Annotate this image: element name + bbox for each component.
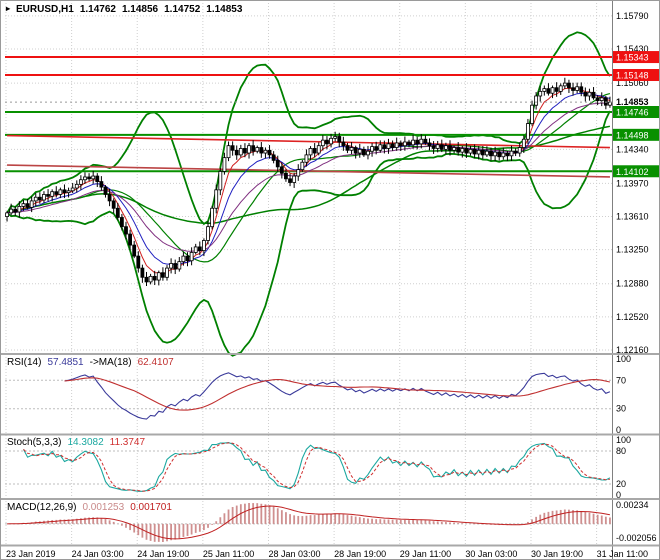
svg-text:31 Jan 11:00: 31 Jan 11:00 xyxy=(597,549,648,559)
svg-text:80: 80 xyxy=(616,446,626,456)
candlestick-series xyxy=(5,77,612,286)
price-level-badge[interactable]: 1.14498 xyxy=(613,128,660,141)
svg-text:-0.002056: -0.002056 xyxy=(616,533,657,543)
svg-text:20: 20 xyxy=(616,479,626,489)
svg-text:1.13250: 1.13250 xyxy=(616,245,649,255)
sma-long-line xyxy=(6,125,611,225)
price-level-badge[interactable]: 1.15148 xyxy=(613,69,660,82)
svg-text:0.00234: 0.00234 xyxy=(616,500,649,510)
svg-text:1.15148: 1.15148 xyxy=(616,71,649,81)
svg-text:25 Jan 11:00: 25 Jan 11:00 xyxy=(203,549,254,559)
svg-text:0: 0 xyxy=(616,490,621,500)
stoch-panel xyxy=(5,442,612,492)
price-level-badge[interactable]: 1.14102 xyxy=(613,165,660,178)
svg-text:1.14340: 1.14340 xyxy=(616,144,649,154)
svg-text:29 Jan 11:00: 29 Jan 11:00 xyxy=(400,549,451,559)
rsi-panel xyxy=(5,372,612,420)
svg-text:1.14498: 1.14498 xyxy=(616,130,649,140)
svg-text:100: 100 xyxy=(616,435,631,445)
rsi-scale-label: 0 xyxy=(616,425,621,435)
svg-text:1.13970: 1.13970 xyxy=(616,178,649,188)
svg-text:24 Jan 03:00: 24 Jan 03:00 xyxy=(72,549,124,559)
stoch-scale-label: 80 xyxy=(616,446,626,456)
panel-dividers[interactable] xyxy=(1,353,660,547)
rsi-scale-label: 100 xyxy=(616,354,631,364)
svg-text:1.15343: 1.15343 xyxy=(616,53,649,63)
svg-text:1.13610: 1.13610 xyxy=(616,212,649,222)
stoch-scale-label: 100 xyxy=(616,435,631,445)
svg-text:1.14746: 1.14746 xyxy=(616,108,649,118)
price-level-badge[interactable]: 1.14746 xyxy=(613,106,660,119)
ema-line xyxy=(7,92,610,266)
svg-text:28 Jan 03:00: 28 Jan 03:00 xyxy=(268,549,320,559)
svg-text:1.15060: 1.15060 xyxy=(616,78,649,88)
time-axis[interactable]: 23 Jan 2019 24 Jan 03:00 24 Jan 19:00 25 Ja… xyxy=(6,549,648,559)
svg-text:24 Jan 19:00: 24 Jan 19:00 xyxy=(137,549,189,559)
svg-text:1.12880: 1.12880 xyxy=(616,279,649,289)
svg-text:1.12520: 1.12520 xyxy=(616,312,649,322)
svg-text:0: 0 xyxy=(616,425,621,435)
ema-line xyxy=(7,102,610,252)
svg-text:100: 100 xyxy=(616,354,631,364)
level-lines[interactable] xyxy=(5,56,612,173)
ema-line xyxy=(6,87,611,275)
svg-text:30 Jan 19:00: 30 Jan 19:00 xyxy=(531,549,583,559)
stoch-scale-label: 20 xyxy=(616,479,626,489)
svg-text:30 Jan 03:00: 30 Jan 03:00 xyxy=(465,549,517,559)
macd-panel xyxy=(5,503,612,542)
stoch-scale-label: 0 xyxy=(616,490,621,500)
macd-scale-label: -0.002056 xyxy=(616,533,657,543)
svg-text:1.15790: 1.15790 xyxy=(616,11,649,21)
svg-text:70: 70 xyxy=(616,375,626,385)
svg-text:1.15430: 1.15430 xyxy=(616,44,649,54)
rsi-scale-label: 30 xyxy=(616,404,626,414)
macd-scale-label: 0.00234 xyxy=(616,500,649,510)
grid-layer xyxy=(5,3,612,544)
svg-text:23 Jan 2019: 23 Jan 2019 xyxy=(6,549,56,559)
svg-text:30: 30 xyxy=(616,404,626,414)
svg-text:1.12160: 1.12160 xyxy=(616,345,649,355)
rsi-scale-label: 70 xyxy=(616,375,626,385)
price-level-badge[interactable]: 1.15343 xyxy=(613,51,660,64)
svg-text:1.14102: 1.14102 xyxy=(616,167,649,177)
price-axis[interactable]: 1.15790 1.15430 1.15060 1.14340 1.13970 1.136… xyxy=(612,1,660,560)
svg-text:1.14853: 1.14853 xyxy=(616,97,649,107)
svg-text:28 Jan 19:00: 28 Jan 19:00 xyxy=(334,549,386,559)
